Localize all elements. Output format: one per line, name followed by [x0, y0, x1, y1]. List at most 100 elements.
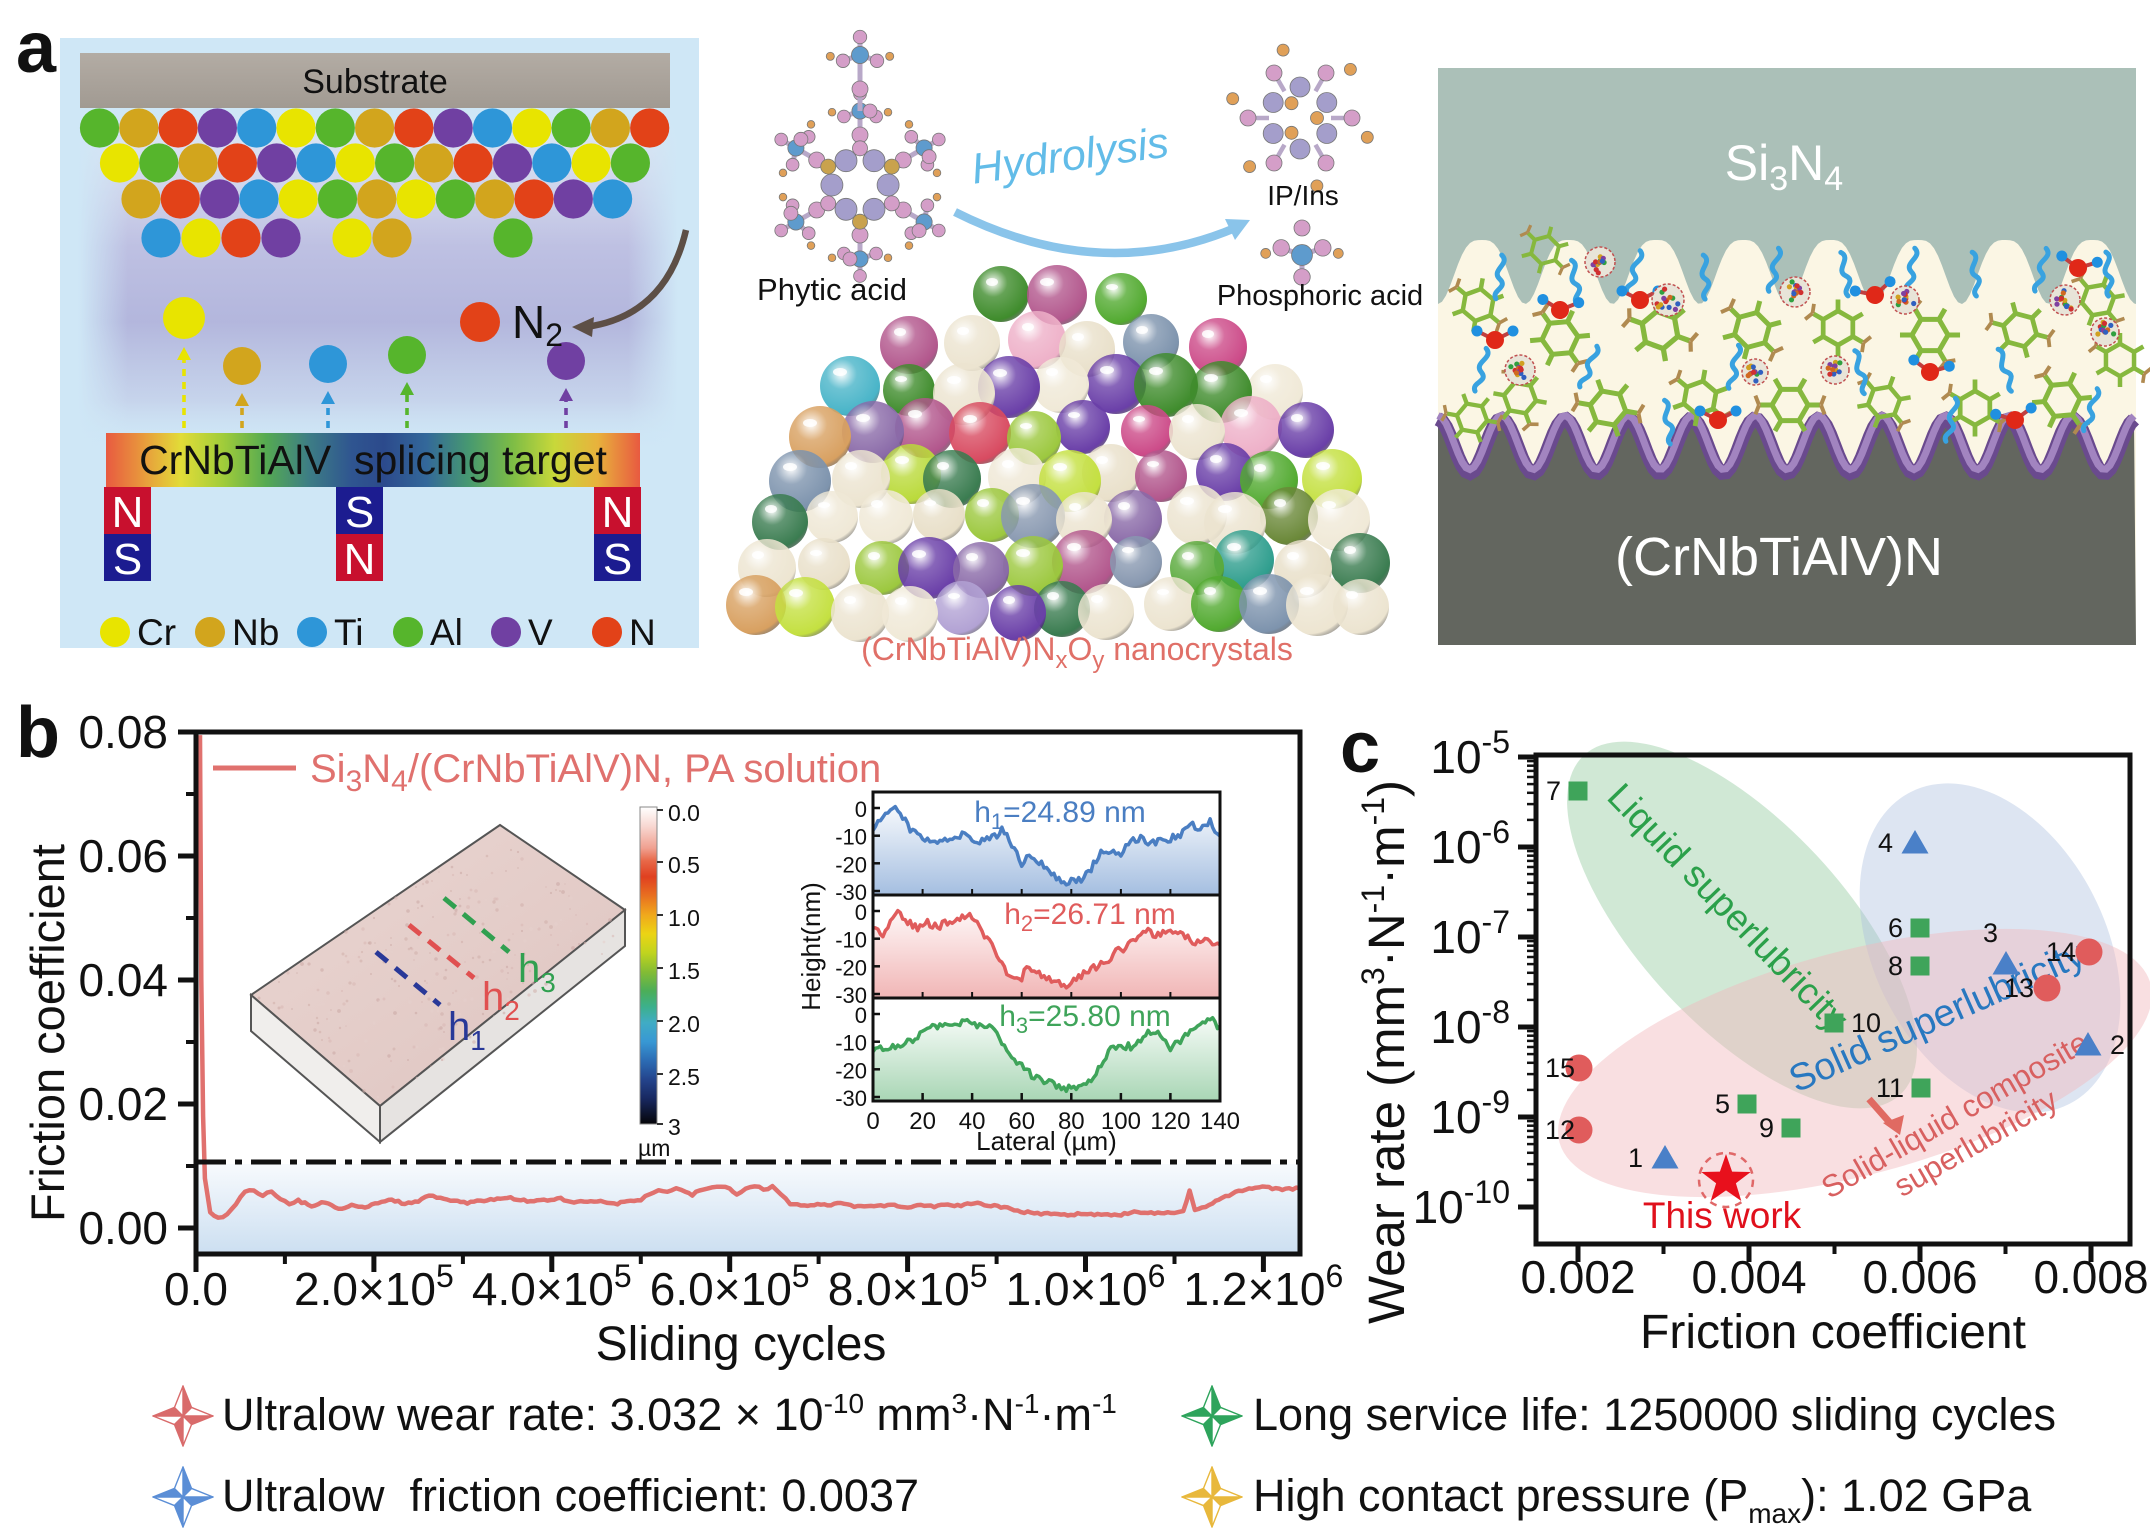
- svg-text:1.0×106: 1.0×106: [1006, 1258, 1166, 1315]
- svg-text:Long service life: 1250000 sli: Long service life: 1250000 sliding cycle…: [1253, 1389, 2056, 1440]
- svg-text:Ultralow wear rate: 3.032 × 10: Ultralow wear rate: 3.032 × 10-10 mm3·N-…: [222, 1388, 1117, 1440]
- svg-text:N: N: [112, 488, 144, 537]
- svg-text:Phosphoric acid: Phosphoric acid: [1217, 280, 1423, 312]
- svg-text:0.002: 0.002: [1520, 1251, 1635, 1303]
- svg-text:5: 5: [1715, 1089, 1730, 1119]
- svg-text:-30: -30: [835, 1086, 867, 1111]
- svg-text:0.06: 0.06: [78, 830, 168, 882]
- svg-text:4.0×105: 4.0×105: [472, 1258, 632, 1315]
- svg-text:0: 0: [866, 1108, 879, 1135]
- svg-text:4: 4: [1878, 828, 1893, 858]
- svg-text:11: 11: [1876, 1073, 1904, 1103]
- svg-text:0: 0: [855, 900, 867, 925]
- svg-text:Substrate: Substrate: [302, 63, 448, 101]
- svg-text:-20: -20: [835, 852, 867, 877]
- svg-text:c: c: [1340, 708, 1380, 788]
- svg-text:14: 14: [2046, 937, 2076, 967]
- svg-text:12: 12: [1545, 1115, 1575, 1145]
- svg-text:Sliding cycles: Sliding cycles: [596, 1318, 887, 1371]
- svg-text:0.02: 0.02: [78, 1078, 168, 1130]
- svg-text:0: 0: [855, 797, 867, 822]
- svg-text:This work: This work: [1643, 1195, 1802, 1236]
- svg-text:CrNbTiAlV splicing target: CrNbTiAlV splicing target: [139, 437, 607, 483]
- svg-text:10-6: 10-6: [1430, 814, 1510, 873]
- svg-text:10-10: 10-10: [1413, 1174, 1510, 1233]
- svg-text:-30: -30: [835, 983, 867, 1008]
- svg-text:1.0: 1.0: [668, 905, 700, 931]
- svg-text:3: 3: [668, 1114, 681, 1140]
- svg-text:7: 7: [1546, 776, 1561, 806]
- svg-text:3: 3: [1983, 918, 1998, 948]
- svg-text:h3=25.80 nm: h3=25.80 nm: [999, 1000, 1171, 1038]
- svg-text:0.006: 0.006: [1862, 1251, 1977, 1303]
- svg-text:N: N: [602, 488, 634, 537]
- svg-text:0.00: 0.00: [78, 1202, 168, 1254]
- svg-text:1.2×106: 1.2×106: [1184, 1258, 1344, 1315]
- svg-text:40: 40: [959, 1108, 986, 1135]
- svg-text:2.0: 2.0: [668, 1011, 700, 1037]
- svg-text:0.5: 0.5: [668, 852, 700, 878]
- svg-text:Friction coefficient: Friction coefficient: [1640, 1306, 2026, 1359]
- svg-text:Si3N4: Si3N4: [1725, 135, 1843, 198]
- svg-text:h3: h3: [518, 947, 556, 998]
- svg-text:0.04: 0.04: [78, 954, 168, 1006]
- svg-text:S: S: [345, 488, 374, 537]
- svg-text:Friction coefficient: Friction coefficient: [21, 844, 74, 1222]
- svg-text:10: 10: [1851, 1008, 1881, 1038]
- svg-text:0.0: 0.0: [164, 1263, 228, 1315]
- svg-text:6: 6: [1888, 913, 1903, 943]
- svg-text:-30: -30: [835, 880, 867, 905]
- svg-text:0.008: 0.008: [2033, 1251, 2148, 1303]
- svg-text:Lateral (µm): Lateral (µm): [976, 1126, 1117, 1156]
- svg-text:60: 60: [1008, 1108, 1035, 1135]
- svg-text:8.0×105: 8.0×105: [828, 1258, 988, 1315]
- svg-text:1.5: 1.5: [668, 958, 700, 984]
- svg-text:Wear rate (mm3·N-1·m-1): Wear rate (mm3·N-1·m-1): [1355, 780, 1415, 1324]
- svg-text:IP/Ins: IP/Ins: [1267, 180, 1339, 211]
- svg-text:Phytic acid: Phytic acid: [757, 272, 907, 307]
- svg-text:h2: h2: [482, 975, 520, 1026]
- svg-text:a: a: [16, 8, 57, 88]
- svg-text:Ti: Ti: [334, 612, 363, 653]
- svg-text:0.0: 0.0: [668, 800, 700, 826]
- svg-text:15: 15: [1545, 1053, 1575, 1083]
- svg-text:9: 9: [1759, 1113, 1774, 1143]
- svg-text:b: b: [16, 693, 60, 773]
- svg-text:-10: -10: [835, 928, 867, 953]
- svg-text:20: 20: [909, 1108, 936, 1135]
- svg-text:80: 80: [1058, 1108, 1085, 1135]
- svg-text:-10: -10: [835, 1031, 867, 1056]
- svg-text:2.0×105: 2.0×105: [294, 1258, 454, 1315]
- svg-text:-20: -20: [835, 1058, 867, 1083]
- svg-text:N: N: [629, 612, 656, 653]
- svg-text:Al: Al: [430, 612, 463, 653]
- svg-text:2.5: 2.5: [668, 1064, 700, 1090]
- svg-text:(CrNbTiAlV)NxOy nanocrystals: (CrNbTiAlV)NxOy nanocrystals: [861, 631, 1293, 674]
- svg-text:h2=26.71 nm: h2=26.71 nm: [1004, 898, 1176, 936]
- svg-text:100: 100: [1101, 1108, 1141, 1135]
- svg-text:1: 1: [1628, 1143, 1643, 1173]
- svg-text:N: N: [344, 535, 376, 584]
- svg-text:0.08: 0.08: [78, 706, 168, 758]
- svg-text:Height(nm): Height(nm): [796, 882, 826, 1011]
- svg-text:Cr: Cr: [137, 612, 176, 653]
- svg-text:-20: -20: [835, 955, 867, 980]
- svg-text:8: 8: [1888, 951, 1903, 981]
- svg-text:µm: µm: [638, 1135, 670, 1161]
- svg-text:2: 2: [2110, 1030, 2125, 1060]
- svg-text:6.0×105: 6.0×105: [650, 1258, 810, 1315]
- svg-text:V: V: [528, 612, 553, 653]
- svg-text:S: S: [113, 535, 142, 584]
- svg-text:h1=24.89 nm: h1=24.89 nm: [974, 796, 1146, 834]
- svg-text:High contact pressure (Pmax):: High contact pressure (Pmax): 1.02 GPa: [1253, 1470, 2032, 1529]
- svg-text:-10: -10: [835, 825, 867, 850]
- svg-text:(CrNbTiAlV)N: (CrNbTiAlV)N: [1615, 527, 1943, 587]
- svg-text:S: S: [603, 535, 632, 584]
- svg-text:Ultralow friction coefficient: Ultralow friction coefficient: 0.0037: [222, 1470, 919, 1521]
- svg-text:Nb: Nb: [232, 612, 279, 653]
- svg-text:140: 140: [1200, 1108, 1240, 1135]
- svg-text:0: 0: [855, 1003, 867, 1028]
- svg-text:0.004: 0.004: [1691, 1251, 1806, 1303]
- svg-text:13: 13: [2004, 973, 2034, 1003]
- svg-text:120: 120: [1150, 1108, 1190, 1135]
